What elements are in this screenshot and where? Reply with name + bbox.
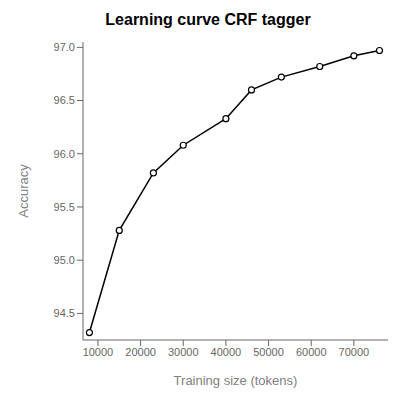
svg-text:96.0: 96.0 [54,148,75,160]
svg-text:10000: 10000 [83,346,114,358]
svg-text:94.5: 94.5 [54,307,75,319]
html-text:Learning curve CRF tagger: Learning curve CRF tagger [105,11,311,28]
svg-text:95.5: 95.5 [54,201,75,213]
svg-text:96.5: 96.5 [54,94,75,106]
svg-text:30000: 30000 [168,346,199,358]
svg-text:95.0: 95.0 [54,254,75,266]
svg-text:50000: 50000 [253,346,284,358]
svg-text:Accuracy: Accuracy [16,164,31,218]
svg-text:Training size (tokens): Training size (tokens) [174,373,298,388]
svg-text:20000: 20000 [125,346,156,358]
svg-text:60000: 60000 [296,346,327,358]
svg-text:97.0: 97.0 [54,41,75,53]
svg-text:40000: 40000 [211,346,242,358]
svg-text:70000: 70000 [339,346,370,358]
